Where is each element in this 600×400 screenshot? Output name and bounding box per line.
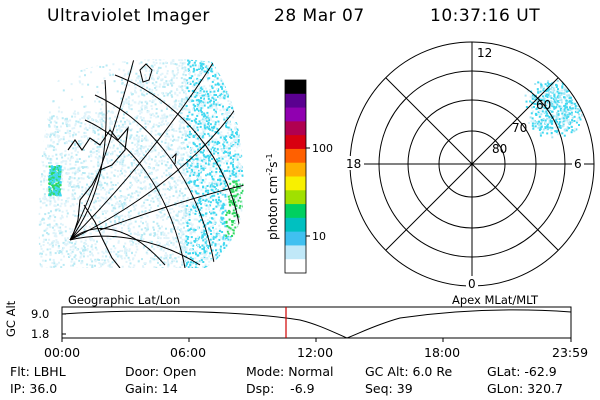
color-bar-segment bbox=[285, 107, 306, 122]
coastline bbox=[139, 63, 153, 83]
mlat-label-80: 80 bbox=[492, 142, 507, 156]
color-bar-segment bbox=[285, 245, 306, 260]
color-bar-segment bbox=[285, 80, 306, 95]
color-bar-segment bbox=[285, 190, 306, 205]
latitude-line bbox=[114, 74, 241, 231]
time-tick-1800: 18:00 bbox=[424, 345, 461, 360]
color-bar: 100 10 photon cm-2s-1 bbox=[265, 79, 333, 274]
mlt-label-18: 18 bbox=[346, 157, 361, 171]
latitude-line bbox=[99, 184, 244, 231]
ip-status: IP: 36.0 bbox=[10, 381, 58, 396]
dsp-status: Dsp: -6.9 bbox=[246, 381, 315, 396]
color-bar-segment bbox=[285, 162, 306, 177]
color-bar-tick-10: 10 bbox=[312, 230, 326, 243]
geographic-image bbox=[38, 59, 244, 268]
time-tick-1200: 12:00 bbox=[297, 345, 334, 360]
polar-panel-label: Apex MLat/MLT bbox=[452, 293, 539, 307]
gc-alt-status: GC Alt: 6.0 Re bbox=[365, 364, 453, 379]
polar-panel: 12 18 6 0 80 70 60 bbox=[342, 41, 595, 291]
glon-status: GLon: 320.7 bbox=[487, 381, 563, 396]
altitude-tick-high: 9.0 bbox=[31, 307, 50, 321]
color-bar-segment bbox=[285, 135, 306, 150]
door-status: Door: Open bbox=[125, 364, 197, 379]
color-bar-frame bbox=[284, 79, 307, 274]
color-bar-segment bbox=[285, 148, 306, 164]
coastline bbox=[67, 126, 129, 239]
color-bar-segment bbox=[285, 176, 306, 191]
latitude-line bbox=[69, 228, 166, 266]
filter-status: Flt: LBHL bbox=[10, 364, 66, 379]
instrument-title: Ultraviolet Imager bbox=[47, 6, 210, 26]
mlt-label-0: 0 bbox=[468, 277, 476, 291]
time-tick-0600: 06:00 bbox=[170, 345, 207, 360]
latitude-line bbox=[94, 94, 216, 268]
altitude-axis-label: GC Alt bbox=[4, 300, 18, 337]
color-bar-segment bbox=[285, 231, 306, 246]
mlat-label-70: 70 bbox=[512, 121, 527, 135]
coastline bbox=[171, 152, 177, 165]
glat-status: GLat: -62.9 bbox=[487, 364, 557, 379]
mlat-label-60: 60 bbox=[536, 98, 551, 112]
mlt-label-6: 6 bbox=[574, 157, 582, 171]
time-tick-2359: 23:59 bbox=[552, 345, 589, 360]
time-label: 10:37:16 UT bbox=[430, 6, 541, 26]
meridian-line bbox=[69, 59, 216, 241]
meridian-line bbox=[69, 94, 244, 241]
date-label: 28 Mar 07 bbox=[274, 6, 365, 26]
altitude-plot bbox=[61, 306, 572, 342]
color-bar-segment bbox=[285, 217, 306, 233]
gain-status: Gain: 14 bbox=[125, 381, 178, 396]
mode-status: Mode: Normal bbox=[246, 364, 334, 379]
time-tick-0000: 00:00 bbox=[44, 345, 81, 360]
mlt-label-12: 12 bbox=[477, 46, 492, 60]
color-bar-segment bbox=[285, 93, 306, 109]
latitude-line bbox=[84, 119, 186, 268]
coastline bbox=[83, 204, 121, 268]
geographic-panel-label: Geographic Lat/Lon bbox=[68, 293, 181, 307]
color-bar-label: photon cm-2s-1 bbox=[265, 153, 280, 240]
polar-diagonal bbox=[385, 77, 559, 251]
color-bar-tick-100: 100 bbox=[312, 142, 333, 155]
seq-status: Seq: 39 bbox=[365, 381, 413, 396]
altitude-trace bbox=[61, 309, 572, 339]
altitude-plot-frame bbox=[61, 306, 572, 339]
color-bar-segment bbox=[285, 204, 306, 219]
meridian-line bbox=[69, 59, 136, 241]
meridian-line bbox=[69, 79, 107, 241]
color-bar-segment bbox=[285, 121, 306, 136]
color-bar-segment bbox=[285, 259, 306, 274]
altitude-tick-low: 1.8 bbox=[31, 327, 50, 341]
